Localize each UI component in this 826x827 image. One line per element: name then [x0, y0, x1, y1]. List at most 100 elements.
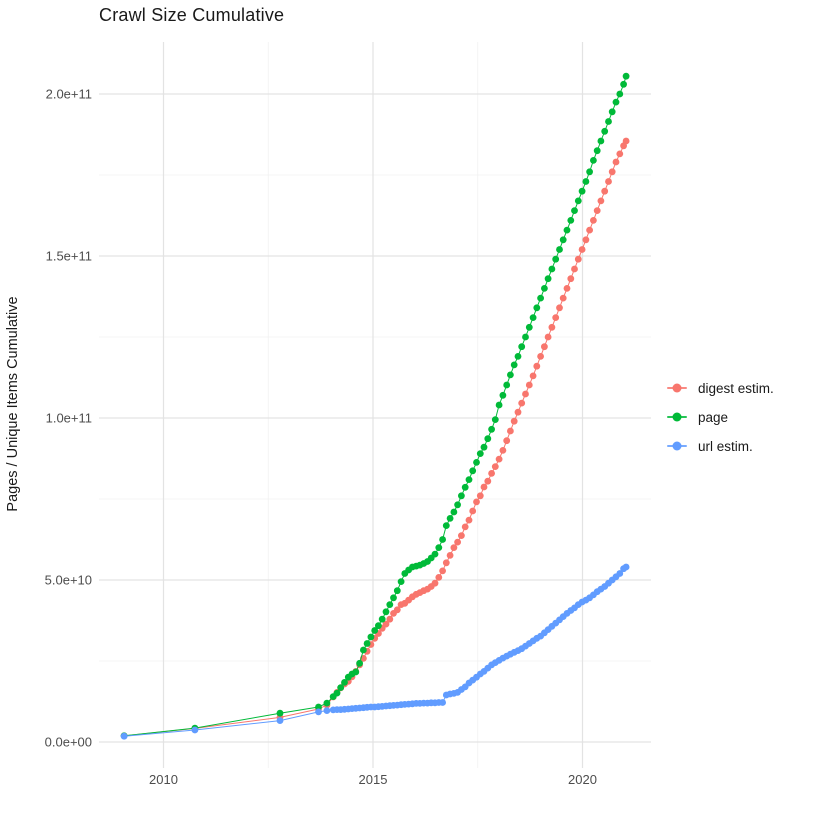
data-point	[510, 417, 518, 425]
x-tick-label: 2010	[149, 772, 178, 787]
legend-item-digest-estim: digest estim.	[667, 378, 774, 398]
data-point	[522, 333, 529, 341]
data-point	[620, 80, 627, 88]
legend-label: url estim.	[698, 438, 753, 454]
data-point	[556, 304, 563, 312]
data-point	[495, 455, 503, 463]
data-point	[571, 265, 578, 273]
data-point	[574, 255, 582, 263]
data-point	[439, 567, 446, 575]
x-tick-label: 2015	[359, 772, 388, 787]
data-point	[533, 362, 541, 370]
data-point	[529, 314, 537, 321]
data-point	[480, 443, 488, 451]
data-point	[616, 150, 624, 158]
data-point	[548, 323, 556, 331]
data-point	[571, 207, 578, 215]
data-point	[120, 732, 128, 740]
data-point	[586, 168, 593, 176]
data-point	[563, 285, 571, 292]
data-point	[276, 709, 284, 717]
data-point	[544, 275, 552, 283]
data-point	[465, 476, 473, 483]
legend-item-page: page	[667, 407, 774, 427]
y-tick-label: 1.0e+11	[46, 411, 92, 426]
data-point	[491, 463, 499, 470]
data-point	[518, 343, 526, 351]
data-point	[393, 606, 401, 614]
y-tick-label: 0.0e+00	[45, 735, 92, 750]
data-point	[529, 372, 537, 380]
data-point	[622, 563, 630, 571]
data-point	[574, 197, 582, 205]
chart-title: Crawl Size Cumulative	[99, 5, 285, 25]
data-point	[458, 532, 465, 539]
data-point	[488, 470, 495, 477]
data-point	[507, 427, 514, 435]
data-point	[337, 684, 345, 691]
data-point	[608, 108, 616, 116]
y-axis-title: Pages / Unique Items Cumulative	[5, 296, 21, 512]
data-point	[612, 98, 620, 106]
data-point	[510, 361, 518, 369]
legend-label: page	[698, 409, 729, 425]
data-point	[544, 333, 552, 341]
data-point	[461, 483, 469, 491]
legend-item-url-estim: url estim.	[667, 436, 774, 456]
data-point	[567, 275, 575, 283]
data-point	[439, 699, 446, 706]
data-point	[563, 226, 571, 234]
data-point	[616, 570, 624, 577]
data-point	[582, 178, 590, 185]
data-point	[442, 559, 450, 567]
data-point	[612, 158, 620, 166]
data-point	[525, 323, 533, 331]
data-point	[578, 187, 586, 195]
data-point	[363, 640, 371, 647]
data-point	[382, 620, 390, 628]
y-tick-label: 2.0e+11	[46, 87, 92, 102]
data-point	[616, 90, 624, 98]
data-point	[333, 689, 341, 697]
data-point	[593, 147, 601, 155]
data-point	[450, 544, 458, 551]
data-point	[276, 717, 284, 724]
data-point	[559, 294, 567, 302]
data-point	[397, 578, 405, 585]
data-point	[469, 467, 477, 475]
data-point	[461, 523, 469, 531]
data-point	[525, 381, 533, 389]
data-point	[431, 579, 439, 587]
data-point	[393, 587, 401, 595]
data-point	[586, 226, 593, 234]
legend-key-url-icon	[667, 439, 687, 453]
data-point	[559, 236, 567, 244]
data-point	[446, 552, 454, 559]
data-point	[454, 501, 461, 509]
data-point	[503, 437, 511, 445]
data-point	[386, 615, 394, 623]
data-point	[454, 538, 461, 546]
data-point	[567, 217, 575, 224]
y-tick-label: 5.0e+10	[45, 573, 92, 588]
data-point	[315, 703, 322, 711]
data-point	[458, 492, 465, 500]
data-point	[323, 707, 331, 714]
data-point	[356, 659, 363, 667]
data-point	[435, 574, 443, 581]
data-point	[590, 157, 597, 164]
data-point	[605, 118, 612, 125]
data-point	[375, 622, 382, 630]
data-point	[514, 408, 522, 416]
data-point	[386, 601, 394, 608]
data-point	[552, 314, 560, 321]
data-point	[465, 516, 473, 524]
data-point	[578, 246, 586, 253]
data-point	[541, 343, 548, 351]
data-point	[191, 726, 199, 734]
data-point	[390, 594, 397, 602]
data-point	[491, 416, 499, 423]
data-point	[499, 391, 507, 399]
data-point	[315, 708, 322, 716]
